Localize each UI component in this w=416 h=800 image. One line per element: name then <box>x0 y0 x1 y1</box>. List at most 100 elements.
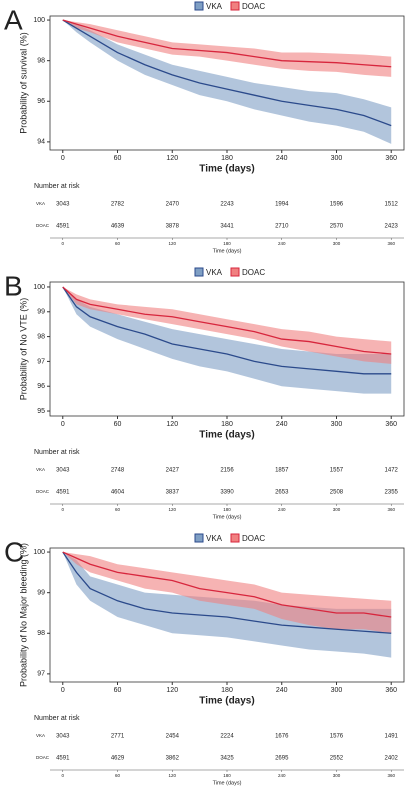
survival-line <box>62 551 392 618</box>
y-tick-label: 99 <box>37 590 45 597</box>
risk-count: 4591 <box>56 490 70 496</box>
legend-swatch <box>194 1 204 11</box>
risk-count: 2243 <box>220 202 234 208</box>
y-tick-label: 97 <box>37 671 45 678</box>
y-tick-label: 98 <box>37 333 45 340</box>
risk-count: 1576 <box>330 734 344 740</box>
risk-count: 2653 <box>275 490 289 496</box>
x-tick-label: 360 <box>385 687 397 694</box>
y-tick-label: 100 <box>33 549 45 556</box>
risk-axis-tick-label: 0 <box>62 773 65 778</box>
risk-count: 2423 <box>385 224 399 230</box>
risk-count: 2508 <box>330 490 344 496</box>
risk-count: 2470 <box>166 202 180 208</box>
risk-count: 3043 <box>56 468 70 474</box>
risk-axis-tick-label: 120 <box>168 241 176 246</box>
risk-count: 3878 <box>166 224 180 230</box>
panel-letter: C <box>4 536 24 567</box>
legend-label: DOAC <box>242 2 265 11</box>
risk-count: 3425 <box>220 756 234 762</box>
y-tick-label: 100 <box>33 284 45 291</box>
y-tick-label: 100 <box>33 17 45 24</box>
risk-axis-label: Time (days) <box>213 514 242 520</box>
x-tick-label: 180 <box>221 155 233 162</box>
y-axis-label: Probability of survival (%) <box>18 32 28 134</box>
x-tick-label: 360 <box>385 421 397 428</box>
risk-axis-tick-label: 60 <box>115 773 121 778</box>
y-tick-label: 96 <box>37 98 45 105</box>
survival-line <box>62 19 392 68</box>
risk-count: 1994 <box>275 202 289 208</box>
risk-count: 2454 <box>166 734 180 740</box>
risk-axis-tick-label: 240 <box>278 241 286 246</box>
risk-count: 1491 <box>385 734 399 740</box>
risk-axis-tick-label: 120 <box>168 773 176 778</box>
risk-count: 2695 <box>275 756 289 762</box>
risk-count: 2570 <box>330 224 344 230</box>
risk-axis-tick-label: 60 <box>115 507 121 512</box>
x-tick-label: 120 <box>166 421 178 428</box>
survival-line <box>62 19 392 127</box>
y-axis-label: Probability of No Major bleeding (%) <box>18 543 28 687</box>
x-tick-label: 300 <box>331 687 343 694</box>
risk-axis-tick-label: 240 <box>278 507 286 512</box>
ci-band <box>62 286 392 394</box>
risk-count: 1512 <box>385 202 399 208</box>
risk-table-title: Number at risk <box>34 715 80 722</box>
survival-line <box>62 551 392 634</box>
x-tick-label: 180 <box>221 687 233 694</box>
risk-count: 2224 <box>220 734 234 740</box>
risk-count: 3390 <box>220 490 234 496</box>
risk-count: 3837 <box>166 490 180 496</box>
ci-band <box>62 20 392 77</box>
risk-row-name: DOAC <box>36 489 50 494</box>
risk-count: 2355 <box>385 490 399 496</box>
x-tick-label: 120 <box>166 155 178 162</box>
risk-count: 1596 <box>330 202 344 208</box>
risk-table-title: Number at risk <box>34 183 80 190</box>
risk-axis-label: Time (days) <box>213 248 242 254</box>
risk-count: 2748 <box>111 468 125 474</box>
risk-count: 1557 <box>330 468 344 474</box>
risk-count: 1857 <box>275 468 289 474</box>
risk-axis-tick-label: 300 <box>333 241 341 246</box>
legend-label: VKA <box>206 534 223 543</box>
risk-axis-tick-label: 360 <box>387 241 395 246</box>
legend-label: VKA <box>206 2 223 11</box>
risk-count: 3043 <box>56 734 70 740</box>
risk-count: 1472 <box>385 468 399 474</box>
risk-row-name: DOAC <box>36 223 50 228</box>
y-tick-label: 98 <box>37 630 45 637</box>
x-axis-label: Time (days) <box>199 696 254 707</box>
legend-swatch <box>230 1 240 11</box>
x-tick-label: 300 <box>331 155 343 162</box>
x-tick-label: 0 <box>61 421 65 428</box>
risk-count: 3441 <box>220 224 234 230</box>
risk-axis-tick-label: 0 <box>62 241 65 246</box>
risk-axis-tick-label: 180 <box>223 241 231 246</box>
risk-row-name: DOAC <box>36 755 50 760</box>
y-tick-label: 97 <box>37 358 45 365</box>
x-tick-label: 180 <box>221 421 233 428</box>
legend-label: VKA <box>206 268 223 277</box>
risk-axis-tick-label: 0 <box>62 507 65 512</box>
risk-row-name: VKA <box>36 733 45 738</box>
risk-count: 3862 <box>166 756 180 762</box>
legend-label: DOAC <box>242 268 265 277</box>
risk-count: 2427 <box>166 468 180 474</box>
y-tick-label: 94 <box>37 139 45 146</box>
x-axis-label: Time (days) <box>199 430 254 441</box>
survival-line <box>62 286 392 355</box>
risk-axis-tick-label: 300 <box>333 507 341 512</box>
risk-count: 2710 <box>275 224 289 230</box>
risk-count: 2771 <box>111 734 125 740</box>
x-tick-label: 240 <box>276 687 288 694</box>
x-tick-label: 360 <box>385 155 397 162</box>
risk-axis-tick-label: 360 <box>387 773 395 778</box>
y-tick-label: 96 <box>37 383 45 390</box>
panel-letter: B <box>4 270 23 301</box>
risk-count: 4639 <box>111 224 125 230</box>
risk-count: 4591 <box>56 224 70 230</box>
